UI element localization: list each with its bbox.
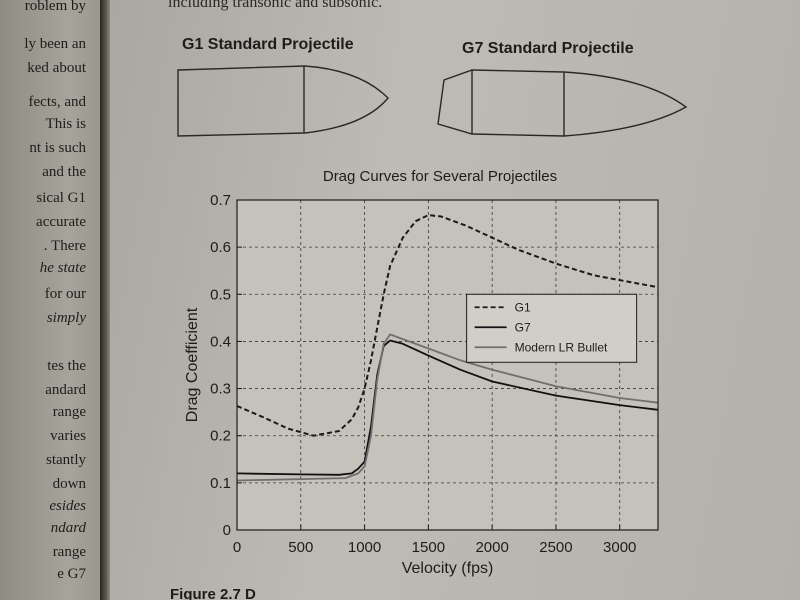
left-page-line: down	[52, 476, 86, 492]
left-page-line: nt is such	[29, 140, 86, 156]
legend-entry: G1	[515, 300, 531, 314]
y-tick-label: 0.4	[210, 333, 231, 350]
left-page-line: range	[52, 544, 86, 560]
x-tick-label: 0	[233, 539, 241, 556]
x-tick-label: 1000	[348, 539, 381, 556]
left-page-line: tes the	[47, 358, 86, 374]
left-page-line: ked about	[27, 60, 86, 76]
chart-title: Drag Curves for Several Projectiles	[322, 168, 558, 185]
g7-projectile-title: G7 Standard Projectile	[462, 40, 634, 57]
book-page: including transonic and subsonic. G1 Sta…	[110, 0, 800, 600]
y-tick-label: 0	[223, 522, 231, 539]
left-page-line: stantly	[46, 452, 86, 468]
y-tick-label: 0.2	[210, 428, 231, 445]
x-tick-label: 2000	[475, 539, 508, 556]
x-tick-label: 500	[288, 539, 313, 556]
left-page-line: fects, and	[28, 94, 86, 110]
left-page-line: e G7	[57, 566, 86, 582]
left-page-line: and the	[42, 164, 86, 180]
y-tick-label: 0.1	[210, 475, 231, 492]
left-page-line: sical G1	[36, 190, 86, 206]
x-axis-label: Velocity (fps)	[402, 560, 494, 577]
left-page-line: . There	[43, 238, 86, 254]
book-gutter	[100, 0, 110, 600]
x-tick-label: 1500	[412, 539, 445, 556]
x-tick-label: 2500	[539, 539, 572, 556]
y-tick-label: 0.5	[210, 286, 231, 303]
left-page-line: he state	[39, 260, 86, 276]
legend-box	[466, 293, 638, 363]
left-page-line: esides	[49, 498, 86, 514]
left-page-line: range	[52, 404, 86, 420]
left-page-line: ly been an	[24, 36, 86, 52]
left-page-line: simply	[46, 310, 86, 326]
left-page-line: roblem by	[24, 0, 86, 14]
plot-frame	[236, 199, 659, 531]
drag-curves-chart: 0 500 1000 1500 2000 2500 3000 0 0.1 0.2 0.3 0.4 0.5…	[184, 192, 659, 577]
left-page-line: ndard	[50, 520, 86, 536]
left-page-line: for our	[44, 286, 86, 302]
series-line-modern-lr-bullet	[236, 333, 659, 482]
left-page-line: accurate	[36, 214, 86, 230]
g1-projectile-title: G1 Standard Projectile	[182, 36, 354, 53]
y-tick-label: 0.3	[210, 381, 231, 398]
y-axis-label: Drag Coefficient	[184, 307, 201, 422]
legend-entry: Modern LR Bullet	[515, 340, 608, 354]
y-tick-label: 0.7	[210, 192, 231, 209]
left-page-line: andard	[45, 382, 86, 398]
x-tick-label: 3000	[603, 539, 636, 556]
figure-caption: Figure 2.7 D	[170, 586, 256, 600]
series-line-g1	[236, 214, 659, 437]
left-page-line: This is	[45, 116, 86, 132]
left-page: roblem by ly been an ked about fects, and Th…	[0, 0, 100, 600]
g1-projectile-diagram	[177, 65, 389, 137]
y-tick-label: 0.6	[210, 239, 231, 256]
top-text-line: including transonic and subsonic.	[168, 0, 383, 11]
legend-entry: G7	[515, 320, 531, 334]
g7-projectile-diagram	[437, 69, 688, 137]
left-page-line: varies	[50, 428, 86, 444]
